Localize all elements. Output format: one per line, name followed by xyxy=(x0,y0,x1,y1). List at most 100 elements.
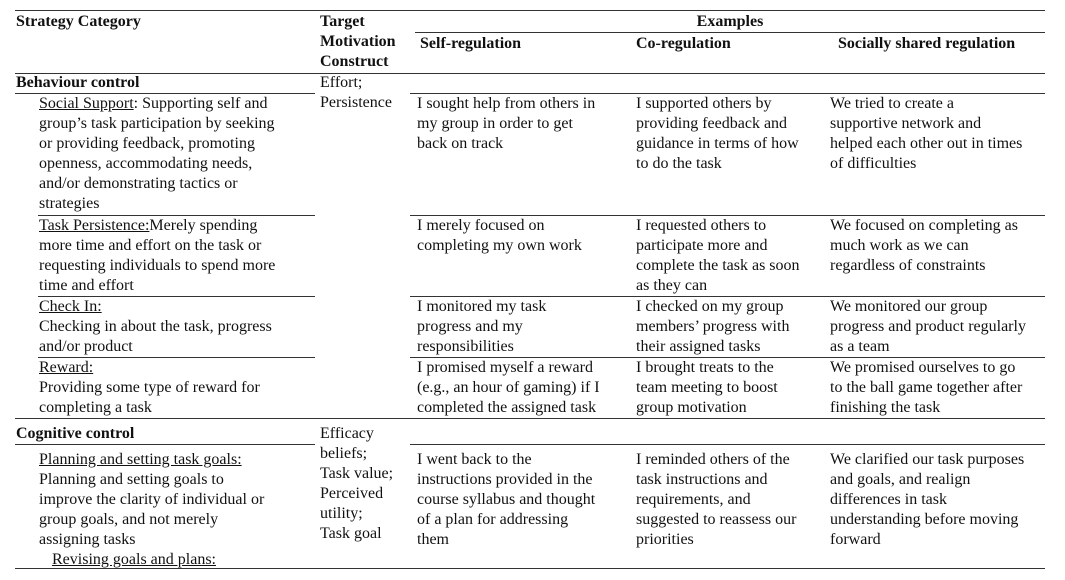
strategy-name: Task Persistence: Merely spending xyxy=(39,216,257,236)
header-cell: Co-regulation xyxy=(636,35,731,52)
co-example: providing feedback and xyxy=(636,115,788,132)
strategy-desc: or providing feedback, promoting xyxy=(39,135,255,152)
self-example: progress and my xyxy=(417,318,523,335)
rule xyxy=(410,215,1045,216)
rule xyxy=(38,215,315,216)
self-example: completed the assigned task xyxy=(417,399,597,416)
rule xyxy=(38,296,315,297)
co-example: suggested to reassess our xyxy=(636,511,797,528)
shared-example: and goals, and realign xyxy=(830,471,971,488)
shared-example: We promised ourselves to go xyxy=(830,359,1016,376)
shared-example: forward xyxy=(830,531,881,548)
strategy-desc: openness, accommodating needs, xyxy=(39,155,253,172)
co-example: I brought treats to the xyxy=(636,359,774,376)
shared-example: helped each other out in times xyxy=(830,135,1023,152)
co-example: complete the task as soon xyxy=(636,257,800,274)
shared-example: We focused on completing as xyxy=(830,217,1018,234)
strategy-name: Revising goals and plans: xyxy=(52,551,216,568)
shared-example: We monitored our group xyxy=(830,298,988,315)
self-example: I monitored my task xyxy=(417,298,547,315)
self-example: my group in order to get xyxy=(417,115,573,132)
shared-example: understanding before moving xyxy=(830,511,1019,528)
co-example: to do the task xyxy=(636,155,722,172)
co-example: I supported others by xyxy=(636,95,772,112)
rule xyxy=(410,357,1045,358)
strategy-name: Check In: xyxy=(39,298,102,315)
rule xyxy=(15,568,1045,569)
strategy-desc: : Supporting self and xyxy=(133,95,268,112)
rule xyxy=(15,444,315,445)
rule xyxy=(415,32,1045,33)
co-example: I checked on my group xyxy=(636,298,784,315)
target-construct: beliefs; xyxy=(320,445,368,462)
co-example: task instructions and xyxy=(636,471,768,488)
shared-example: of difficulties xyxy=(830,155,917,172)
self-example: back on track xyxy=(417,135,504,152)
strategy-desc: Providing some type of reward for xyxy=(39,379,260,396)
shared-example: to the ball game together after xyxy=(830,379,1023,396)
rule xyxy=(15,73,1045,74)
strategy-desc: assigning tasks xyxy=(39,531,136,548)
shared-example: supportive network and xyxy=(830,115,982,132)
strategy-name-text: Social Support xyxy=(39,95,134,112)
co-example: guidance in terms of how xyxy=(636,135,799,152)
shared-example: as a team xyxy=(830,338,890,355)
self-example: them xyxy=(417,531,449,548)
shared-example: progress and product regularly xyxy=(830,318,1026,335)
target-construct: Effort; xyxy=(320,74,363,91)
strategy-name: Planning and setting task goals: xyxy=(39,451,242,468)
co-example: requirements, and xyxy=(636,491,751,508)
strategy-desc: requesting individuals to spend more xyxy=(39,257,276,274)
strategy-desc: and/or product xyxy=(39,338,133,355)
rule xyxy=(410,444,1045,445)
co-example: team meeting to boost xyxy=(636,379,778,396)
header-cell: Motivation xyxy=(320,33,396,50)
shared-example: much work as we can xyxy=(830,237,969,254)
strategy-desc: Checking in about the task, progress xyxy=(39,318,272,335)
header-cell: Construct xyxy=(320,53,389,70)
self-example: instructions provided in the xyxy=(417,471,593,488)
header-cell: Examples xyxy=(696,13,764,30)
co-example: participate more and xyxy=(636,237,768,254)
co-example: priorities xyxy=(636,531,694,548)
rule xyxy=(38,357,315,358)
strategy-desc: and/or demonstrating tactics or xyxy=(39,175,238,192)
header-cell: Target xyxy=(320,13,365,30)
strategy-desc: Merely spending xyxy=(149,217,258,234)
self-example: (e.g., an hour of gaming) if I xyxy=(417,379,600,396)
section-title: Behaviour control xyxy=(16,74,140,91)
rule xyxy=(410,296,1045,297)
rule xyxy=(15,418,1045,419)
self-example: completing my own work xyxy=(417,237,582,254)
header-cell: Self-regulation xyxy=(420,35,522,52)
self-example: I merely focused on xyxy=(417,217,545,234)
strategy-desc: more time and effort on the task or xyxy=(39,237,262,254)
target-construct: utility; xyxy=(320,505,363,522)
header-cell: Socially shared regulation xyxy=(838,35,1016,52)
self-example: I promised myself a reward xyxy=(417,359,593,376)
strategy-desc: completing a task xyxy=(39,399,152,416)
shared-example: finishing the task xyxy=(830,399,941,416)
co-example: members’ progress with xyxy=(636,318,790,335)
shared-example: differences in task xyxy=(830,491,947,508)
self-example: responsibilities xyxy=(417,338,514,355)
header-cell: Strategy Category xyxy=(16,13,141,30)
strategy-desc: group’s task participation by seeking xyxy=(39,115,275,132)
target-construct: Task goal xyxy=(320,525,382,542)
strategy-desc: strategies xyxy=(39,195,100,212)
self-example: I sought help from others in xyxy=(417,95,596,112)
strategy-name: Reward: xyxy=(39,359,94,376)
co-example: their assigned tasks xyxy=(636,338,761,355)
self-example: of a plan for addressing xyxy=(417,511,569,528)
target-construct: Perceived xyxy=(320,485,384,502)
strategy-name: Social Support: Supporting self and xyxy=(39,94,267,114)
co-example: group motivation xyxy=(636,399,747,416)
self-example: course syllabus and thought xyxy=(417,491,596,508)
target-construct: Task value; xyxy=(320,465,394,482)
strategy-desc: Planning and setting goals to xyxy=(39,471,224,488)
strategy-name-text: Task Persistence: xyxy=(39,217,150,234)
section-title: Cognitive control xyxy=(16,425,135,442)
target-construct: Efficacy xyxy=(320,425,374,442)
strategy-desc: group goals, and not merely xyxy=(39,511,219,528)
